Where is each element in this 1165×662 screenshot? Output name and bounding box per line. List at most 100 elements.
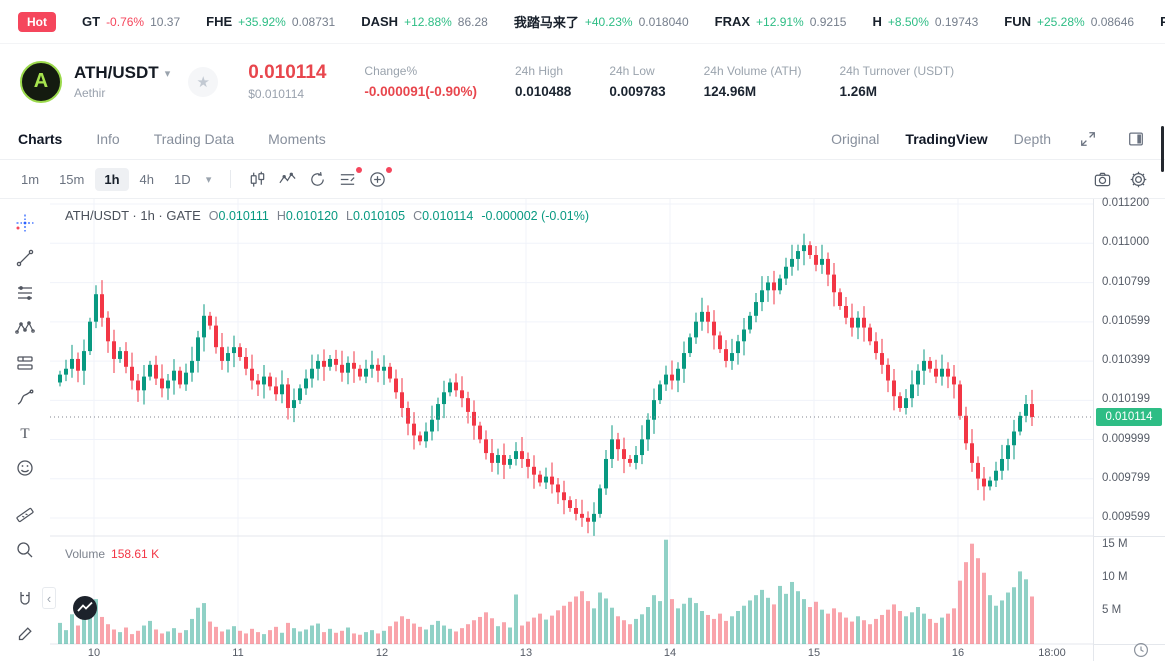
brush-icon bbox=[17, 389, 34, 405]
pair-box[interactable]: ATH/USDT ▾ Aethir bbox=[74, 63, 170, 100]
interval-4h[interactable]: 4h bbox=[139, 171, 154, 187]
legend-close: C0.010114 bbox=[413, 208, 474, 223]
trendline-tool[interactable] bbox=[7, 240, 43, 275]
price-axis-label: 0.009799 bbox=[1102, 471, 1150, 484]
volume-axis-label: 5 M bbox=[1102, 604, 1122, 616]
brush-tool[interactable] bbox=[7, 380, 43, 415]
volume-axis-label: 10 M bbox=[1102, 571, 1128, 583]
legend-title: ATH/USDT · 1h · GATE bbox=[65, 208, 201, 223]
measure-tool[interactable] bbox=[7, 497, 43, 532]
view-tab-tradingview[interactable]: TradingView bbox=[905, 131, 988, 147]
draw-tool[interactable] bbox=[7, 616, 43, 651]
price-axis-label: 0.010799 bbox=[1102, 275, 1150, 288]
stat-label: 24h Low bbox=[609, 64, 655, 78]
magnifier-icon bbox=[17, 541, 33, 557]
pair-header: A ATH/USDT ▾ Aethir ★ 0.010114 $0.010114… bbox=[0, 44, 1165, 119]
tab-trading-data[interactable]: Trading Data bbox=[153, 131, 235, 147]
add-indicator-button[interactable] bbox=[363, 165, 393, 193]
indicators-icon bbox=[279, 172, 296, 183]
magnet-tool[interactable] bbox=[7, 581, 43, 616]
tab-info[interactable]: Info bbox=[96, 131, 120, 147]
stat-24h-turnover-usdt-: 24h Turnover (USDT) 1.26M bbox=[839, 64, 954, 99]
crosshair-tool[interactable] bbox=[7, 205, 43, 240]
ticker-item-h[interactable]: H +8.50% 0.19743 bbox=[872, 14, 978, 29]
zoom-tool[interactable] bbox=[7, 532, 43, 567]
interval-1h[interactable]: 1h bbox=[95, 167, 129, 191]
favorite-star-button[interactable]: ★ bbox=[188, 66, 219, 97]
panel-layout-button[interactable] bbox=[1125, 128, 1147, 150]
price-axis-label: 0.009599 bbox=[1102, 511, 1150, 523]
price-axis-label: 0.010199 bbox=[1102, 393, 1150, 406]
ticker-item-我踏马来了[interactable]: 我踏马来了 +40.23% 0.018040 bbox=[514, 12, 689, 31]
emoji-tool[interactable] bbox=[7, 450, 43, 485]
stat-value: 124.96M bbox=[703, 84, 757, 99]
ticker-item-dash[interactable]: DASH +12.88% 86.28 bbox=[361, 14, 488, 29]
pane-separator[interactable] bbox=[1094, 536, 1165, 537]
fib-retracement-tool[interactable] bbox=[7, 275, 43, 310]
candle-style-button[interactable] bbox=[243, 165, 273, 193]
time-axis-label: 16 bbox=[952, 647, 964, 659]
notification-dot bbox=[385, 167, 392, 173]
ticker-item-fhe[interactable]: FHE +35.92% 0.08731 bbox=[206, 14, 335, 29]
time-axis-label: 12 bbox=[376, 647, 388, 659]
ticker-price: 10.37 bbox=[150, 14, 181, 29]
last-price-tag: 0.010114 bbox=[1096, 407, 1162, 426]
tradingview-watermark[interactable] bbox=[72, 595, 98, 621]
ticker-symbol: FHE bbox=[206, 14, 233, 29]
scrollbar-thumb[interactable] bbox=[1161, 126, 1164, 172]
legend-change: -0.000002 (-0.01%) bbox=[481, 208, 590, 223]
chart-area: T bbox=[0, 197, 1165, 661]
volume-legend: Volume 158.61 K bbox=[65, 547, 159, 561]
xabcd-pattern-icon bbox=[15, 320, 35, 334]
price-axis-label: 0.010399 bbox=[1102, 354, 1150, 367]
time-axis-label: 14 bbox=[664, 647, 676, 659]
text-tool[interactable]: T bbox=[7, 415, 43, 450]
drawing-toolbar: T bbox=[0, 199, 50, 661]
interval-1d[interactable]: 1D bbox=[174, 171, 191, 187]
candlestick-chart[interactable]: 10 11 12 13 14 15 16 18:00 bbox=[50, 199, 1093, 661]
refresh-button[interactable] bbox=[303, 165, 333, 193]
view-tab-original[interactable]: Original bbox=[831, 131, 880, 147]
chart-settings-button[interactable] bbox=[1123, 165, 1153, 193]
stat-change-: Change% -0.000091(-0.90%) bbox=[364, 64, 477, 99]
template-list-button[interactable] bbox=[333, 165, 363, 193]
legend-open: O0.010111 bbox=[208, 208, 269, 223]
pair-name[interactable]: ATH/USDT bbox=[74, 63, 159, 82]
ticker-item-gt[interactable]: GT -0.76% 10.37 bbox=[82, 14, 180, 29]
tradingview-logo-icon bbox=[73, 596, 97, 620]
interval-dropdown-button[interactable]: ▾ bbox=[200, 165, 218, 193]
last-price-usd: $0.010114 bbox=[248, 87, 305, 101]
ticker-symbol: FRAX bbox=[714, 14, 751, 29]
last-price: 0.010114 bbox=[248, 62, 327, 83]
ticker-price: 0.19743 bbox=[934, 14, 979, 29]
interval-15m[interactable]: 15m bbox=[59, 171, 85, 187]
view-tab-depth[interactable]: Depth bbox=[1013, 131, 1051, 147]
ticker-change: +12.91% bbox=[756, 14, 804, 29]
fullscreen-button[interactable] bbox=[1077, 128, 1099, 150]
ticker-change: -0.76% bbox=[106, 14, 145, 29]
ticker-change: +25.28% bbox=[1036, 14, 1085, 29]
expand-icon bbox=[1081, 132, 1095, 146]
screenshot-button[interactable] bbox=[1087, 165, 1117, 193]
ticker-symbol: GT bbox=[82, 14, 101, 29]
tab-charts[interactable]: Charts bbox=[18, 131, 63, 147]
tab-moments[interactable]: Moments bbox=[268, 131, 326, 147]
time-axis-label: 10 bbox=[88, 647, 100, 659]
ticker-change: +8.50% bbox=[887, 14, 929, 29]
ticker-item-pump[interactable]: PUMP+4.41%0.002770 bbox=[1160, 14, 1165, 29]
toolbar-collapse-button[interactable]: ‹ bbox=[42, 587, 56, 609]
clock-icon bbox=[1133, 642, 1149, 658]
ticker-item-fun[interactable]: FUN +25.28% 0.08646 bbox=[1004, 14, 1134, 29]
interval-1m[interactable]: 1m bbox=[21, 171, 40, 187]
indicators-button[interactable] bbox=[273, 165, 303, 193]
long-short-position-tool[interactable] bbox=[7, 345, 43, 380]
timezone-button[interactable] bbox=[1133, 642, 1149, 658]
refresh-icon bbox=[311, 171, 324, 186]
ticker-item-frax[interactable]: FRAX +12.91% 0.9215 bbox=[715, 14, 847, 29]
trendline-icon bbox=[16, 249, 34, 266]
price-axis[interactable]: 0.010114 0.011200 0.011000 0.010799 0.01059… bbox=[1093, 197, 1165, 661]
chevron-down-icon[interactable]: ▾ bbox=[164, 67, 171, 80]
stat-24h-high: 24h High 0.010488 bbox=[515, 64, 571, 99]
xabcd-pattern-tool[interactable] bbox=[7, 310, 43, 345]
crosshair-icon bbox=[16, 214, 34, 231]
